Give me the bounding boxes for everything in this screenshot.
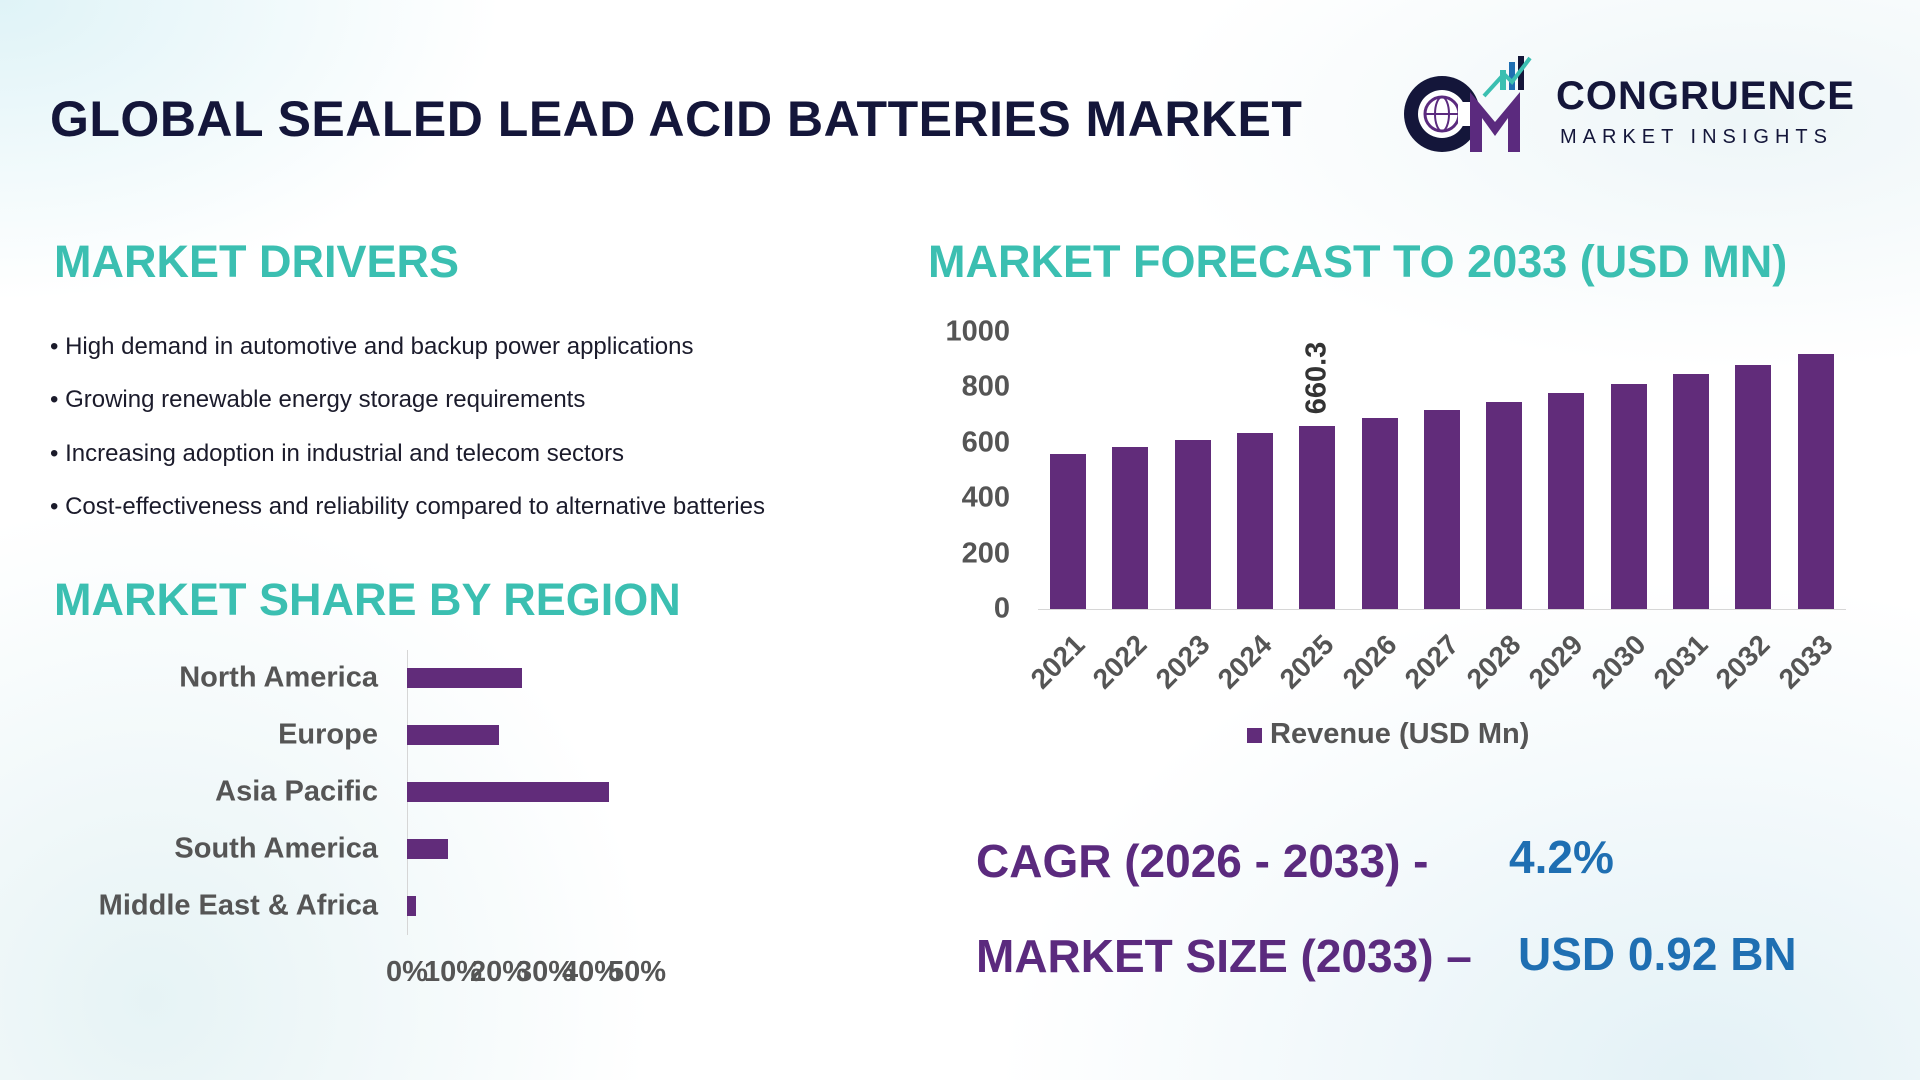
- forecast-bar: [1112, 446, 1149, 609]
- x-tick-label: 2028: [1460, 628, 1527, 695]
- region-tick-label: 40%: [561, 956, 621, 988]
- x-tick-label: 2026: [1336, 628, 1403, 695]
- market-size-label: MARKET SIZE (2033) –: [976, 930, 1472, 982]
- x-tick-label: 2021: [1024, 628, 1091, 695]
- forecast-bar: [1174, 439, 1211, 609]
- region-tick-label: 30%: [515, 956, 575, 988]
- region-bar: [407, 896, 417, 916]
- x-tick-label: 2027: [1398, 628, 1465, 695]
- x-tick-label: 2032: [1709, 628, 1776, 695]
- driver-item: • Cost-effectiveness and reliability com…: [50, 493, 765, 520]
- region-tick-label: 10%: [423, 956, 483, 988]
- x-tick-label: 2029: [1523, 628, 1589, 695]
- forecast-bar: [1735, 364, 1772, 609]
- region-bar: [407, 782, 610, 802]
- x-tick-label: 2031: [1647, 628, 1714, 695]
- forecast-bar: [1050, 453, 1086, 609]
- region-label: Europe: [278, 718, 378, 751]
- cagr-label: CAGR (2026 - 2033) -: [976, 835, 1429, 887]
- region-label: Middle East & Africa: [98, 889, 378, 922]
- y-tick-label: 200: [961, 537, 1010, 570]
- data-label: 660.3: [1300, 341, 1333, 415]
- driver-item: • Increasing adoption in industrial and …: [50, 440, 625, 467]
- page-title: GLOBAL SEALED LEAD ACID BATTERIES MARKET: [50, 91, 1303, 147]
- x-tick-label: 2025: [1273, 628, 1340, 695]
- x-tick-label: 2022: [1086, 628, 1153, 695]
- forecast-bar: [1486, 401, 1523, 609]
- y-tick-label: 400: [961, 481, 1010, 514]
- forecast-bar: [1610, 383, 1647, 609]
- region-tick-label: 0%: [386, 956, 428, 988]
- x-axis-line: [1038, 609, 1846, 610]
- region-heading: MARKET SHARE BY REGION: [54, 574, 681, 625]
- logo: CONGRUENCE MARKET INSIGHTS: [1400, 52, 1900, 162]
- x-tick-label: 2030: [1585, 628, 1652, 695]
- drivers-heading: MARKET DRIVERS: [54, 236, 460, 287]
- y-tick-label: 600: [961, 426, 1010, 459]
- y-tick-label: 0: [993, 592, 1010, 625]
- forecast-heading: MARKET FORECAST TO 2033 (USD MN): [928, 236, 1788, 287]
- driver-item: • High demand in automotive and backup p…: [50, 333, 694, 360]
- region-label: Asia Pacific: [215, 775, 378, 808]
- cagr-value: 4.2%: [1509, 831, 1614, 883]
- region-label: North America: [179, 661, 378, 694]
- x-tick-label: 2024: [1211, 628, 1278, 695]
- forecast-bar: [1236, 432, 1273, 609]
- region-bar: [407, 668, 522, 688]
- forecast-bar: [1299, 426, 1336, 609]
- driver-item: • Growing renewable energy storage requi…: [50, 386, 586, 413]
- logo-tagline: MARKET INSIGHTS: [1560, 126, 1833, 148]
- x-tick-label: 2033: [1772, 628, 1839, 695]
- region-label: South America: [174, 832, 378, 865]
- region-bar: [407, 725, 499, 745]
- forecast-bar: [1423, 409, 1460, 609]
- logo-name: CONGRUENCE: [1556, 74, 1855, 118]
- y-tick-label: 800: [961, 370, 1010, 403]
- region-tick-label: 50%: [607, 956, 667, 988]
- forecast-bar: [1548, 392, 1585, 609]
- region-bar: [407, 839, 449, 859]
- forecast-bar: [1797, 353, 1834, 609]
- y-tick-label: 1000: [945, 315, 1010, 348]
- forecast-bar: [1673, 373, 1709, 609]
- legend-label: Revenue (USD Mn): [1270, 718, 1530, 750]
- region-tick-label: 20%: [469, 956, 529, 988]
- market-size-value: USD 0.92 BN: [1518, 928, 1797, 980]
- forecast-bar: [1361, 417, 1398, 609]
- legend-swatch: [1247, 728, 1262, 743]
- globe-cm-logo-icon: [1404, 56, 1532, 152]
- x-tick-label: 2023: [1149, 628, 1216, 695]
